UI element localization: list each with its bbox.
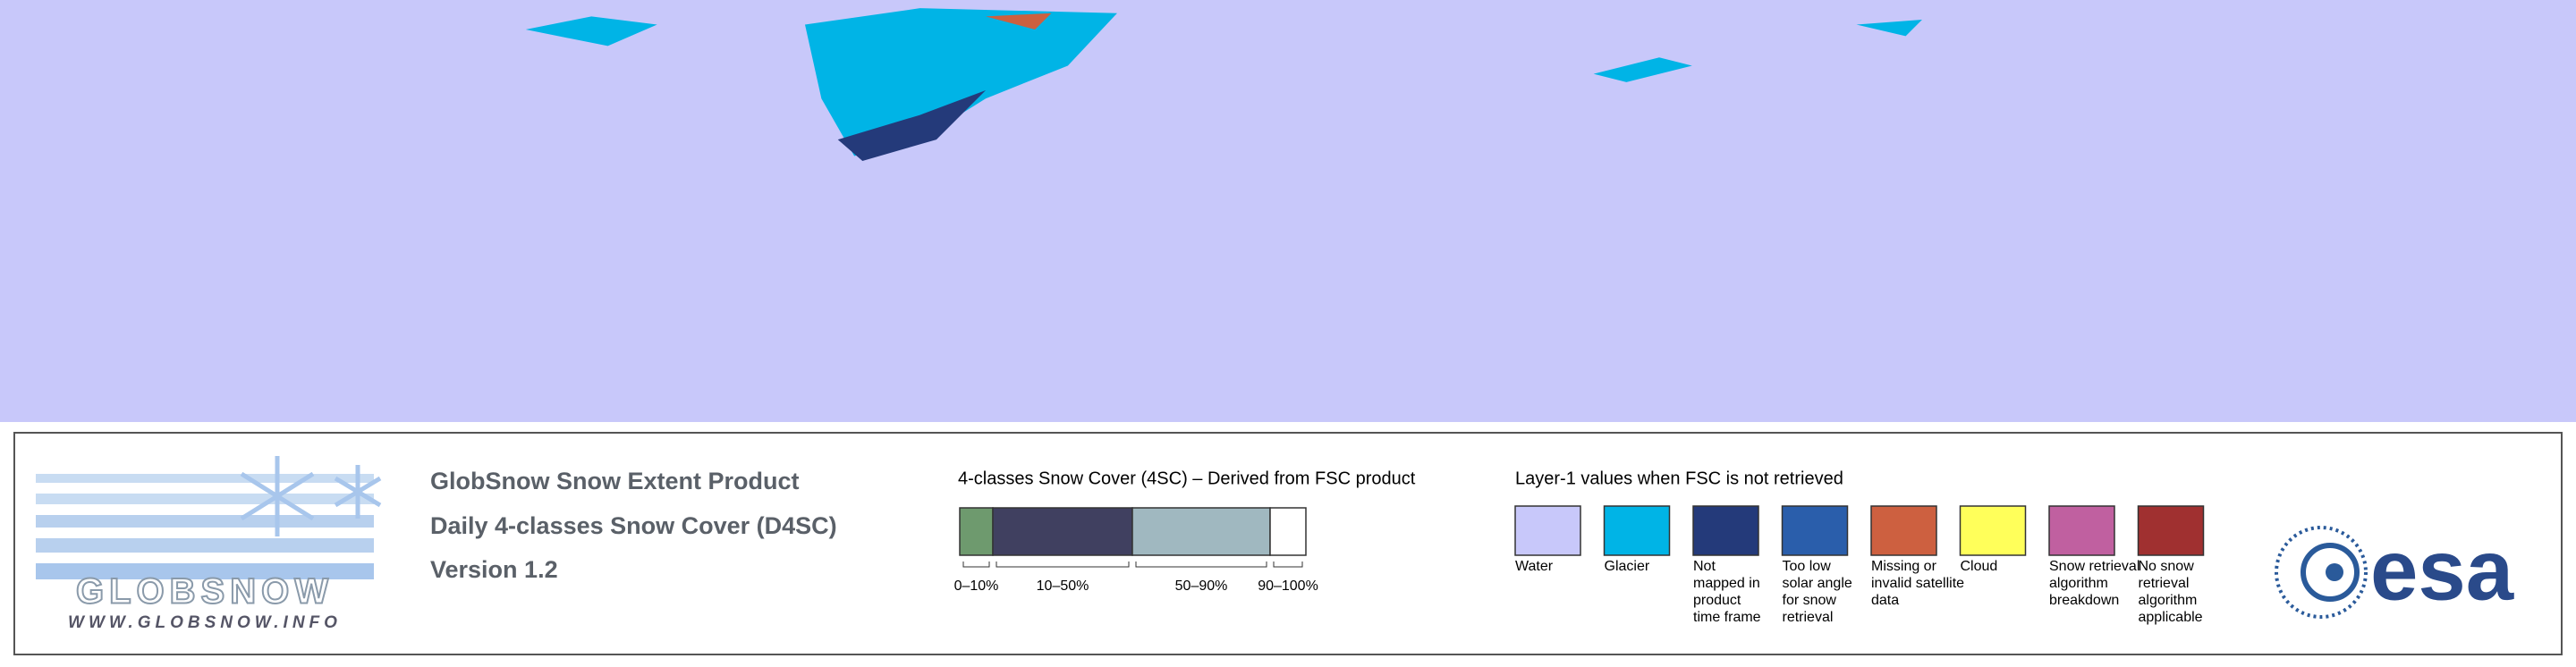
- class-bracket: [1273, 561, 1303, 568]
- layer1-title: Layer-1 values when FSC is not retrieved: [1515, 469, 1843, 488]
- class-bracket: [996, 561, 1130, 568]
- product-line: GlobSnow Snow Extent Product: [430, 468, 800, 494]
- layer1-label: Snow retrieval: [2049, 559, 2140, 574]
- agency-name: esa: [2370, 522, 2514, 618]
- layer1-label: Too low: [1783, 559, 1832, 574]
- product-line: Daily 4-classes Snow Cover (D4SC): [430, 512, 837, 539]
- layer1-label: solar angle: [1783, 576, 1852, 591]
- logo-name: GLOBSNOW: [76, 572, 334, 612]
- layer1-label: algorithm: [2139, 593, 2198, 608]
- layer1-swatch: [1603, 505, 1671, 556]
- snow-classes-title: 4-classes Snow Cover (4SC) – Derived fro…: [958, 469, 1416, 488]
- layer1-label: Cloud: [1961, 559, 1998, 574]
- layer1-label: Water: [1515, 559, 1554, 574]
- map-background: [0, 0, 2576, 422]
- class-bracket: [1135, 561, 1267, 568]
- layer1-label: for snow: [1783, 593, 1837, 608]
- layer1-label: applicable: [2139, 610, 2203, 625]
- snow-class-label: 90–100%: [1258, 578, 1318, 594]
- layer1-swatch: [1959, 505, 2027, 556]
- product-line: Version 1.2: [430, 556, 558, 583]
- layer1-label: retrieval: [1783, 610, 1834, 625]
- layer1-swatch: [1514, 505, 1581, 556]
- layer1-label: retrieval: [2139, 576, 2190, 591]
- layer1-label: breakdown: [2049, 593, 2119, 608]
- class-bracket: [962, 561, 990, 568]
- layer1-label: product: [1693, 593, 1741, 608]
- layer1-label: Not: [1693, 559, 1716, 574]
- layer1-label: time frame: [1693, 610, 1761, 625]
- snow-class-label: 10–50%: [1037, 578, 1089, 594]
- snow-class-swatch: [1131, 507, 1271, 556]
- snow-class-swatch: [959, 507, 994, 556]
- layer1-swatch: [1781, 505, 1849, 556]
- layer1-label: invalid satellite: [1871, 576, 1964, 591]
- logo-url: WWW.GLOBSNOW.INFO: [68, 613, 342, 632]
- globsnow-logo: GLOBSNOW WWW.GLOBSNOW.INFO: [36, 456, 382, 632]
- layer1-label: No snow: [2139, 559, 2195, 574]
- layer1-swatch: [1870, 505, 1937, 556]
- snow-class-label: 0–10%: [954, 578, 999, 594]
- map: [525, 8, 1922, 161]
- layer1-label: algorithm: [2049, 576, 2108, 591]
- layer1-label: data: [1871, 593, 1899, 608]
- esa-logo: esa: [2275, 522, 2514, 619]
- layer1-label: Glacier: [1605, 559, 1650, 574]
- layer1-swatch: [2137, 505, 2205, 556]
- layer1-swatch: [2048, 505, 2115, 556]
- layer1-swatch: [1692, 505, 1759, 556]
- snow-class-swatch: [1269, 507, 1307, 556]
- snow-class-swatch: [992, 507, 1133, 556]
- layer1-label: Missing or: [1871, 559, 1937, 574]
- layer1-label: mapped in: [1693, 576, 1760, 591]
- snow-class-label: 50–90%: [1175, 578, 1228, 594]
